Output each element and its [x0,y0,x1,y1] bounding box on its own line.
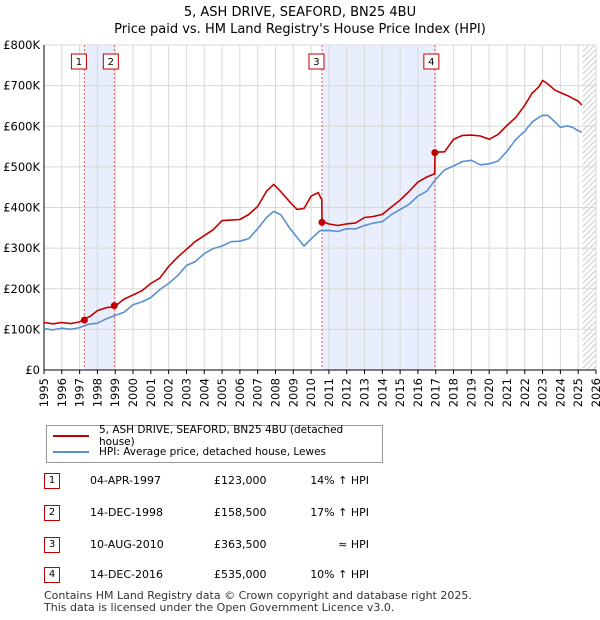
sale-date: 10-AUG-2010 [90,538,164,551]
sale-hpi-comparison: 14% ↑ HPI [310,474,369,487]
sale-marker-label: 2 [108,57,114,68]
footer-licence: This data is licensed under the Open Gov… [44,601,395,614]
y-tick-label: £500K [3,160,40,174]
x-tick-label: 2005 [215,378,229,407]
sale-date: 14-DEC-2016 [90,568,164,581]
sale-marker-box [308,53,325,70]
x-tick-label: 2020 [482,378,496,407]
sale-marker-box [70,53,87,70]
sale-marker-badge: 2 [44,505,60,521]
x-tick-label: 2010 [304,378,318,407]
x-tick-label: 2004 [197,378,211,407]
sale-price: £363,500 [214,538,267,551]
legend-item-property: 5, ASH DRIVE, SEAFORD, BN25 4BU (detache… [53,424,382,448]
table-row: 2 14-DEC-1998 £158,500 17% ↑ HPI [44,505,404,521]
sale-marker-3: 3 [308,53,325,70]
sale-marker-box [423,53,440,70]
x-tick-label: 2007 [251,378,265,407]
sale-hpi-comparison: ≈ HPI [338,538,369,551]
sale-date: 14-DEC-1998 [90,506,164,519]
sale-point-2 [110,302,118,310]
sale-marker-label: 4 [428,57,434,68]
x-tick-label: 2015 [393,378,407,407]
x-tick-label: 2018 [447,378,461,407]
sale-point-4 [431,149,439,157]
table-row: 1 04-APR-1997 £123,000 14% ↑ HPI [44,473,404,489]
sale-marker-box [102,53,119,70]
x-tick-label: 1999 [108,378,122,407]
y-tick-label: £100K [3,322,40,336]
legend-label-hpi: HPI: Average price, detached house, Lewe… [99,446,327,458]
y-tick-label: £300K [3,241,40,255]
x-tick-label: 2006 [233,378,247,407]
sale-price: £158,500 [214,506,267,519]
sale-marker-badge: 4 [44,567,60,583]
sale-date: 04-APR-1997 [90,474,162,487]
legend-swatch-property [53,435,89,437]
footer: Contains HM Land Registry data © Crown c… [44,590,472,614]
x-tick-label: 2000 [126,378,140,407]
sale-price: £535,000 [214,568,267,581]
x-tick-label: 1996 [55,378,69,407]
sale-marker-label: 3 [313,57,319,68]
chart-title-block: 5, ASH DRIVE, SEAFORD, BN25 4BU Price pa… [0,4,600,38]
x-tick-label: 2025 [571,378,585,407]
y-tick-label: £0 [25,363,40,377]
x-tick-label: 2003 [179,378,193,407]
x-tick-label: 1998 [90,378,104,407]
sale-marker-4: 4 [423,53,440,70]
y-tick-label: £700K [3,79,40,93]
sale-marker-label: 1 [76,57,82,68]
x-tick-label: 2019 [464,378,478,407]
sale-hpi-comparison: 10% ↑ HPI [310,568,369,581]
property-series-line [43,79,583,325]
x-tick-label: 2001 [144,378,158,407]
chart-svg: £0 £100K £200K £300K £400K £500K £600K £700K £80… [3,38,600,407]
x-tick-label: 2009 [286,378,300,407]
legend-swatch-hpi [53,451,89,453]
y-tick-label: £400K [3,201,40,215]
sale-price: £123,000 [214,474,267,487]
sale-marker-badge: 3 [44,537,60,553]
x-tick-label: 2023 [536,378,550,407]
table-row: 3 10-AUG-2010 £363,500 ≈ HPI [44,537,404,553]
x-tick-label: 2017 [429,378,443,407]
x-tick-label: 2013 [358,378,372,407]
chart-subtitle: Price paid vs. HM Land Registry's House … [114,22,486,37]
footer-copyright: Contains HM Land Registry data © Crown c… [44,589,472,602]
sale-point-3 [318,218,326,226]
hpi-series-line [43,114,583,331]
y-tick-label: £200K [3,282,40,296]
x-tick-label: 2016 [411,378,425,407]
x-tick-label: 2022 [518,378,532,407]
x-tick-label: 2021 [500,378,514,407]
sale-marker-2: 2 [102,53,119,70]
chart-title: 5, ASH DRIVE, SEAFORD, BN25 4BU [183,5,417,20]
y-tick-label: £800K [3,38,40,52]
table-row: 4 14-DEC-2016 £535,000 10% ↑ HPI [44,567,404,583]
sale-hpi-comparison: 17% ↑ HPI [310,506,369,519]
x-tick-label: 2011 [322,378,336,407]
legend: 5, ASH DRIVE, SEAFORD, BN25 4BU (detache… [46,424,383,463]
sale-marker-1: 1 [70,53,87,70]
x-tick-label: 2002 [162,378,176,407]
x-tick-label: 2014 [375,378,389,407]
x-tick-label: 2008 [268,378,282,407]
x-tick-label: 1995 [37,378,51,407]
legend-label-property: 5, ASH DRIVE, SEAFORD, BN25 4BU (detache… [98,424,344,448]
x-tick-label: 2024 [553,378,567,407]
x-tick-label: 1997 [73,378,87,407]
x-tick-label: 2026 [589,378,600,407]
sale-marker-badge: 1 [44,473,60,489]
x-tick-label: 2012 [340,378,354,407]
sale-point-1 [80,316,88,324]
y-tick-label: £600K [3,119,40,133]
legend-item-hpi: HPI: Average price, detached house, Lewe… [53,445,326,459]
